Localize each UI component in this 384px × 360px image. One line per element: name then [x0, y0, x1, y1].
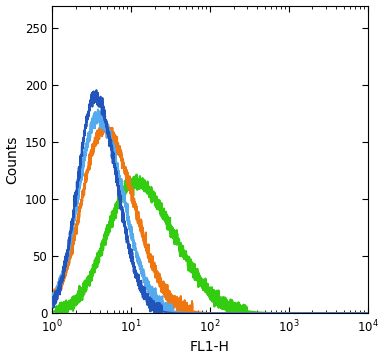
X-axis label: FL1-H: FL1-H: [190, 341, 230, 355]
Y-axis label: Counts: Counts: [5, 135, 20, 184]
